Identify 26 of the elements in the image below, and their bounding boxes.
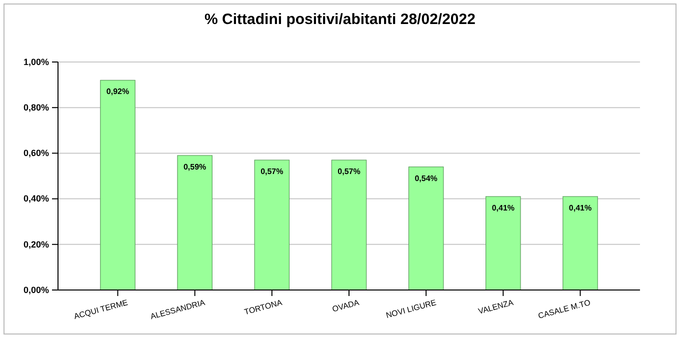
y-tick-label: 0,40% <box>23 194 49 204</box>
data-label: 0,41% <box>568 204 592 213</box>
bar <box>100 80 136 290</box>
y-tick-label: 0,80% <box>23 102 49 112</box>
bar <box>486 196 521 290</box>
data-label: 0,54% <box>414 174 438 183</box>
bar <box>331 160 367 290</box>
x-tick-label: ACQUI TERME <box>72 298 129 322</box>
data-label: 0,59% <box>183 162 206 172</box>
bar <box>254 160 290 290</box>
data-label: 0,57% <box>260 167 284 176</box>
data-label: 0,57% <box>338 167 360 176</box>
x-tick-label: CASALE M.TO <box>537 298 592 321</box>
y-tick-label: 0,00% <box>23 284 49 295</box>
chart-title: % Cittadini positivi/abitanti 28/02/2022 <box>204 11 476 28</box>
x-tick-label: NOVI LIGURE <box>385 298 438 320</box>
x-tick-label: OVADA <box>331 298 361 314</box>
y-tick-label: 0,60% <box>23 148 49 158</box>
data-label: 0,92% <box>106 87 130 96</box>
bar <box>562 196 598 290</box>
y-tick-label: 0,20% <box>23 239 49 250</box>
x-tick-label: VALENZA <box>477 298 515 316</box>
y-tick-label: 1,00% <box>23 56 49 67</box>
data-label: 0,41% <box>492 204 515 213</box>
bar <box>408 166 444 290</box>
bar <box>177 155 212 290</box>
